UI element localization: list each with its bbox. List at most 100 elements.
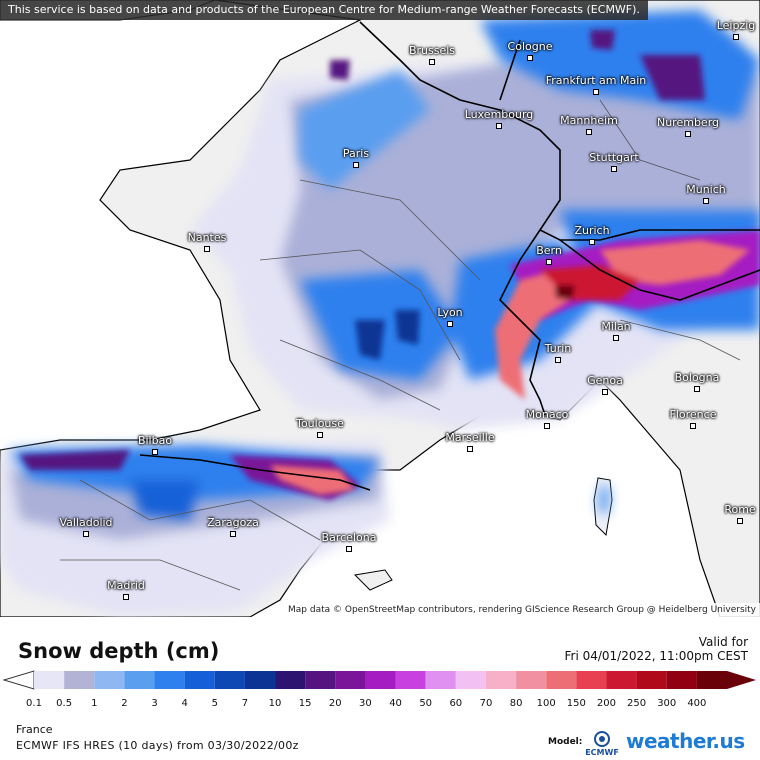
city-label: Nantes <box>187 231 227 244</box>
city-marker <box>611 166 617 172</box>
scale-swatch <box>485 671 517 689</box>
scale-tick-label: 7 <box>241 698 249 709</box>
city-marker <box>346 546 352 552</box>
model-run: ECMWF IFS HRES (10 days) from 03/30/2022… <box>16 739 299 752</box>
scale-tick-label: 250 <box>627 698 647 709</box>
city-marker <box>546 259 552 265</box>
scale-tick-label: 2 <box>121 698 128 709</box>
scale-swatch <box>305 671 336 689</box>
city-marker <box>467 446 473 452</box>
city-label: Zaragoza <box>207 516 259 529</box>
scale-swatch <box>214 671 245 689</box>
city-label: Bologna <box>674 371 720 384</box>
map-canvas <box>0 0 760 617</box>
scale-swatch <box>516 671 547 689</box>
scale-swatch <box>275 671 306 689</box>
city-label: Turin <box>544 342 572 355</box>
city-label: Stuttgart <box>589 151 639 164</box>
country-borders <box>139 21 760 491</box>
scale-tick-label: 50 <box>419 698 433 709</box>
city-label: Barcelona <box>321 531 377 544</box>
legend-panel: Snow depth (cm) Valid for Fri 04/01/2022… <box>0 617 760 760</box>
ecmwf-notice: This service is based on data and produc… <box>0 0 648 20</box>
scale-tick-label: 0.5 <box>56 698 73 709</box>
scale-swatch <box>64 671 95 689</box>
city-label: Paris <box>342 147 370 160</box>
region-name: France <box>16 723 53 736</box>
scale-swatch <box>154 671 185 689</box>
weather-us-logo[interactable]: weather.us <box>626 729 745 753</box>
city-marker <box>555 357 561 363</box>
city-label: Florence <box>669 408 717 421</box>
city-label: Frankfurt am Main <box>545 74 647 87</box>
scale-swatch <box>576 671 607 689</box>
scale-tick-label: 80 <box>509 698 523 709</box>
city-marker <box>602 389 608 395</box>
scale-swatch <box>455 671 486 689</box>
city-label: Bern <box>536 244 562 257</box>
scale-over-arrow <box>727 671 756 689</box>
scale-tick-label: 400 <box>687 698 707 709</box>
city-label: Cologne <box>507 40 553 53</box>
scale-swatch <box>395 671 426 689</box>
valid-label: Valid for <box>698 635 748 649</box>
city-marker <box>703 198 709 204</box>
map-attribution: Map data © OpenStreetMap contributors, r… <box>284 603 760 617</box>
city-label: Rome <box>724 503 756 516</box>
city-marker <box>613 335 619 341</box>
scale-tick-label: 3 <box>151 698 158 709</box>
model-label: Model: <box>548 737 583 747</box>
scale-tick-label: 300 <box>657 698 677 709</box>
region-borders <box>60 99 741 591</box>
city-label: Marseille <box>445 431 495 444</box>
scale-tick-label: 4 <box>181 698 188 709</box>
scale-tick-label: 200 <box>596 698 617 709</box>
scale-swatch <box>606 671 637 689</box>
scale-swatch <box>636 671 667 689</box>
scale-swatch <box>696 671 727 689</box>
snow-depth-map[interactable]: This service is based on data and produc… <box>0 0 760 617</box>
city-marker <box>733 34 739 40</box>
color-scale <box>2 670 756 690</box>
city-label: Valladolid <box>59 516 113 529</box>
city-marker <box>83 531 89 537</box>
city-marker <box>544 423 550 429</box>
scale-swatch <box>94 671 125 689</box>
city-label: Nuremberg <box>656 116 720 129</box>
scale-tick-label: 40 <box>389 698 402 709</box>
ecmwf-logo: ECMWF <box>585 731 619 757</box>
city-marker <box>527 55 533 61</box>
city-label: Milan <box>601 320 631 333</box>
city-label: Zurich <box>574 224 610 237</box>
legend-title: Snow depth (cm) <box>18 639 220 663</box>
city-marker <box>447 321 453 327</box>
city-marker <box>589 239 595 245</box>
city-label: Bilbao <box>137 434 173 447</box>
scale-swatch <box>335 671 366 689</box>
scale-swatch <box>184 671 215 689</box>
scale-swatch <box>124 671 155 689</box>
city-label: Leipzig <box>716 19 756 32</box>
scale-tick-label: 5 <box>211 698 218 709</box>
city-marker <box>694 386 700 392</box>
city-label: Madrid <box>107 579 145 592</box>
city-marker <box>586 129 592 135</box>
city-label: Genoa <box>587 374 623 387</box>
scale-tick-label: 60 <box>449 698 463 709</box>
city-marker <box>152 449 158 455</box>
city-marker <box>737 518 743 524</box>
scale-tick-label: 10 <box>268 698 282 709</box>
city-label: Luxembourg <box>464 108 534 121</box>
scale-swatch <box>244 671 276 689</box>
ecmwf-logo-text: ECMWF <box>585 748 619 757</box>
scale-swatch <box>425 671 456 689</box>
scale-tick-label: 0.1 <box>26 698 42 709</box>
scale-under-arrow <box>2 670 35 690</box>
city-label: Brussels <box>408 44 456 57</box>
scale-tick-label: 30 <box>359 698 372 709</box>
city-marker <box>123 594 129 600</box>
city-label: Monaco <box>525 408 569 421</box>
city-marker <box>317 432 323 438</box>
scale-swatch <box>365 671 396 689</box>
city-marker <box>204 246 210 252</box>
